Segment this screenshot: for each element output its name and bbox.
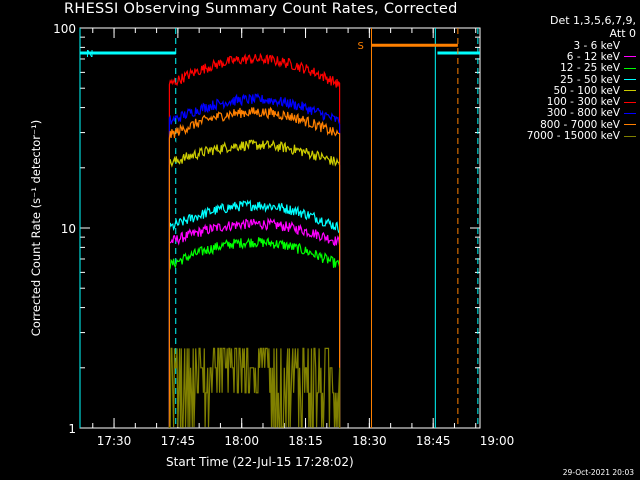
series-line [168,52,341,428]
legend-entry: 800 - 7000 keV [480,118,636,131]
x-tick-label: 18:00 [224,434,259,448]
legend-swatch [624,67,636,69]
y-tick-label: 1 [68,422,76,436]
legend-swatch [624,90,636,92]
legend-swatch [624,112,636,114]
legend-entries: 3 - 6 keV 6 - 12 keV 12 - 25 keV 25 - 50 ke… [480,39,637,143]
legend-entry: 25 - 50 keV [480,73,636,86]
legend-entry: 300 - 800 keV [480,107,636,120]
series-line [168,199,341,428]
interval-label: N [86,49,93,60]
legend-entry-label: 100 - 300 keV [546,96,620,109]
x-tick-label: 17:30 [97,434,132,448]
legend-entry: 3 - 6 keV [480,39,637,52]
x-tick-label: 17:45 [161,434,196,448]
series-line [168,92,341,428]
legend-entry-label: 7000 - 15000 keV [526,130,620,143]
series-line [168,139,341,428]
legend-entry: 100 - 300 keV [480,96,636,109]
legend-entry-label: 300 - 800 keV [546,107,620,120]
y-tick-label: 100 [53,22,76,36]
series-line [168,106,341,428]
x-tick-label: 18:45 [416,434,451,448]
chart-title: RHESSI Observing Summary Count Rates, Co… [64,1,458,17]
legend-swatch [624,124,636,126]
legend-swatch [624,56,636,58]
series-line [168,125,341,428]
x-tick-label: 19:00 [480,434,515,448]
timestamp: 29-Oct-2021 20:03 [562,468,634,477]
legend-entry-label: 3 - 6 keV [573,39,620,52]
x-axis-label: Start Time (22-Jul-15 17:28:02) [166,455,354,469]
legend-swatch [624,79,636,81]
x-tick-label: 18:30 [352,434,387,448]
series-line [168,347,341,428]
legend-entry-label: 12 - 25 keV [560,62,620,75]
legend-attenuator-line: Att 0 [609,27,636,40]
legend-entry-label: 50 - 100 keV [553,84,620,97]
x-tick-label: 18:15 [288,434,323,448]
plot-frame [79,27,481,429]
legend-entry: 7000 - 15000 keV [480,130,636,143]
legend-swatch [623,44,637,48]
legend-detectors-line: Det 1,3,5,6,7,9, [549,14,636,27]
legend-swatch [624,135,636,137]
legend-entry: 6 - 12 keV [480,50,636,63]
y-tick-label: 10 [61,222,76,236]
series-line [168,237,341,428]
legend: Det 1,3,5,6,7,9, Att 0 3 - 6 keV 6 - 12 k… [480,14,637,143]
y-axis-label: Corrected Count Rate (s⁻¹ detector⁻¹) [29,119,43,337]
legend-entry-label: 6 - 12 keV [566,50,620,63]
legend-entry: 50 - 100 keV [480,84,636,97]
legend-entry-label: 25 - 50 keV [560,73,620,86]
legend-entry-label: 800 - 7000 keV [540,118,620,131]
series-line [168,217,341,428]
legend-entry: 12 - 25 keV [480,62,636,75]
interval-label: S [357,41,363,52]
legend-swatch [624,101,636,103]
